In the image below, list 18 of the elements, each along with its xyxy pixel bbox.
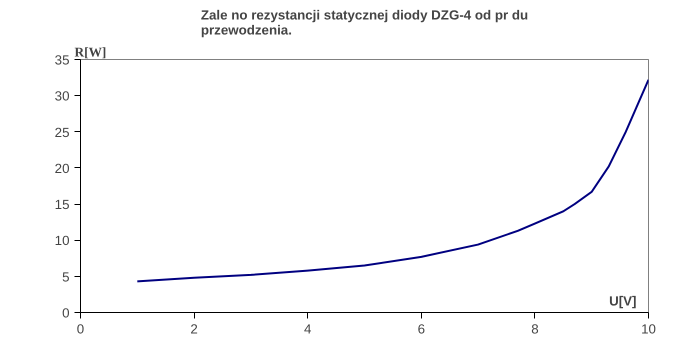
y-tick-label: 5: [62, 269, 70, 284]
y-tick-label: 25: [54, 124, 70, 140]
x-tick-label: 0: [76, 322, 84, 336]
x-tick-label: 6: [418, 322, 426, 336]
y-tick-label: 35: [54, 52, 70, 68]
y-tick-label: 20: [54, 160, 70, 176]
x-tick-label: 10: [641, 322, 656, 336]
x-tick-label: 2: [190, 322, 198, 336]
y-tick-label: 0: [62, 306, 70, 320]
x-axis-title: U[V]: [609, 294, 637, 308]
line-series: [136, 78, 648, 282]
y-tick-label: 30: [54, 88, 70, 104]
y-axis-title: R[W]: [74, 44, 106, 60]
x-tick-label: 4: [304, 322, 312, 336]
chart-title: Zale no rezystancji statycznej diody DZG-4 od pr du przewodzenia.: [200, 8, 528, 38]
y-tick-label: 10: [54, 233, 70, 248]
x-tick-label: 8: [531, 322, 539, 336]
y-tick-label: 15: [54, 197, 70, 212]
